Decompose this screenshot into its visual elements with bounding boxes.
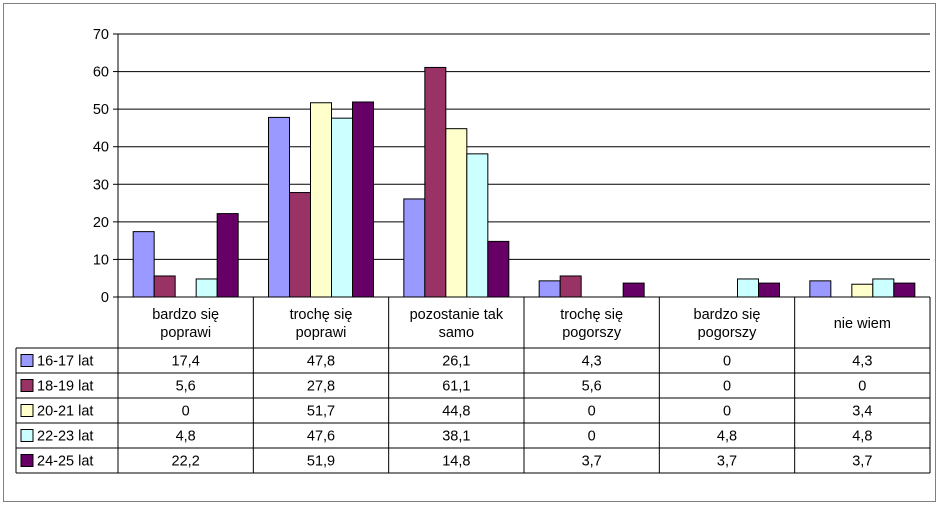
y-tick-label: 10 <box>93 252 109 268</box>
table-value: 38,1 <box>442 429 470 445</box>
chart-frame: 0 10 20 30 40 50 60 70 bardzo się poprawi trochę s… <box>3 3 936 502</box>
category-label: bardzo się <box>152 307 219 323</box>
bar <box>331 117 353 298</box>
table-value: 17,4 <box>172 354 200 370</box>
table-value: 4,3 <box>582 354 602 370</box>
bar <box>289 192 311 298</box>
category-label: nie wiem <box>834 316 891 332</box>
legend-label: 18-19 lat <box>37 379 93 395</box>
y-tick-label: 0 <box>101 290 109 306</box>
bar <box>153 275 176 298</box>
table-value: 0 <box>588 429 596 445</box>
table-value: 44,8 <box>442 404 470 420</box>
y-tick-label: 20 <box>93 215 109 231</box>
y-tick-label: 70 <box>93 27 109 43</box>
y-tick-label: 50 <box>93 102 109 118</box>
legend-key <box>20 354 34 367</box>
bar <box>737 278 759 298</box>
bar <box>216 213 239 298</box>
y-tick-label: 40 <box>93 140 109 156</box>
table-value: 51,7 <box>307 404 335 420</box>
table-value: 26,1 <box>442 354 470 370</box>
category-label: trochę się <box>290 307 353 323</box>
bar <box>538 280 561 298</box>
legend-key <box>20 454 34 467</box>
table-value: 4,8 <box>176 429 196 445</box>
table-value: 27,8 <box>307 379 335 395</box>
table-value: 47,8 <box>307 354 335 370</box>
bar <box>466 153 489 298</box>
legend-key <box>20 379 34 392</box>
legend-key <box>20 404 34 417</box>
legend-key <box>20 429 34 442</box>
bar <box>132 231 155 298</box>
y-tick-label: 30 <box>93 177 109 193</box>
bar <box>195 278 218 298</box>
legend-label: 20-21 lat <box>37 404 93 420</box>
category-label: bardzo się <box>694 307 761 323</box>
table-value: 4,3 <box>852 354 872 370</box>
table-value: 4,8 <box>852 429 872 445</box>
legend-label: 22-23 lat <box>37 429 93 445</box>
bar <box>487 240 510 298</box>
table-value: 0 <box>723 354 731 370</box>
bar-chart-with-data-table: 0 10 20 30 40 50 60 70 bardzo się poprawi trochę s… <box>15 27 931 474</box>
category-label: poprawi <box>160 325 211 341</box>
table-value: 3,7 <box>582 454 602 470</box>
bar <box>445 128 468 298</box>
table-value: 3,7 <box>717 454 737 470</box>
y-tick-label: 60 <box>93 65 109 81</box>
table-value: 3,4 <box>852 404 872 420</box>
category-label: poprawi <box>296 325 347 341</box>
bar <box>403 198 426 298</box>
bar <box>851 283 874 298</box>
table-value: 22,2 <box>172 454 200 470</box>
table-value: 0 <box>182 404 190 420</box>
table-value: 4,8 <box>717 429 737 445</box>
table-value: 0 <box>723 404 731 420</box>
bar <box>352 101 374 298</box>
table-value: 3,7 <box>852 454 872 470</box>
table-value: 47,6 <box>307 429 335 445</box>
category-label: pozostanie tak <box>410 307 504 323</box>
table-value: 0 <box>858 379 866 395</box>
category-label: pogorszy <box>698 325 758 341</box>
category-label: trochę się <box>560 307 623 323</box>
bar <box>424 66 447 298</box>
bar <box>872 278 895 298</box>
table-value: 14,8 <box>442 454 470 470</box>
bar <box>310 102 332 298</box>
category-label: samo <box>439 325 474 341</box>
legend-label: 24-25 lat <box>37 454 93 470</box>
legend-label: 16-17 lat <box>37 354 93 370</box>
bar <box>622 282 645 298</box>
bar <box>893 282 916 298</box>
bar <box>559 275 582 298</box>
table-value: 5,6 <box>582 379 602 395</box>
table-value: 61,1 <box>442 379 470 395</box>
bar <box>268 116 290 298</box>
bar <box>758 282 780 298</box>
table-value: 0 <box>723 379 731 395</box>
table-value: 5,6 <box>176 379 196 395</box>
table-value: 0 <box>588 404 596 420</box>
bar <box>809 280 832 298</box>
category-label: pogorszy <box>562 325 622 341</box>
table-value: 51,9 <box>307 454 335 470</box>
